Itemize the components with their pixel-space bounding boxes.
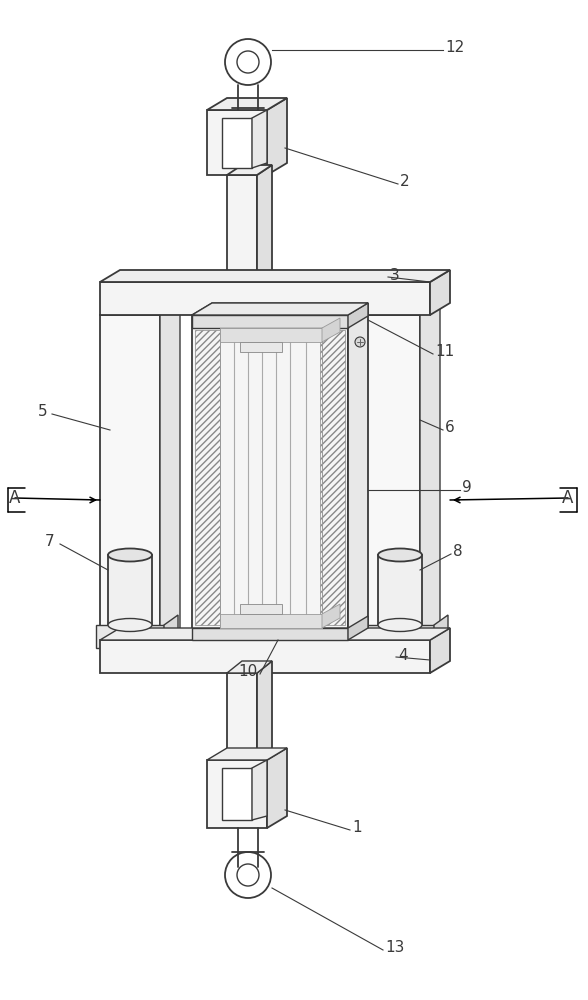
Polygon shape: [348, 303, 368, 640]
Circle shape: [355, 337, 365, 347]
Text: 4: 4: [398, 648, 407, 662]
Text: 7: 7: [45, 534, 55, 550]
Polygon shape: [360, 303, 440, 315]
Text: 8: 8: [453, 544, 463, 560]
Polygon shape: [322, 604, 340, 628]
Text: 13: 13: [385, 940, 405, 956]
Polygon shape: [430, 628, 450, 673]
Polygon shape: [430, 270, 450, 315]
Ellipse shape: [108, 618, 152, 632]
Text: 9: 9: [462, 481, 472, 495]
Polygon shape: [100, 303, 180, 315]
Ellipse shape: [378, 618, 422, 632]
Polygon shape: [100, 315, 160, 640]
Polygon shape: [220, 328, 322, 342]
Polygon shape: [108, 555, 152, 625]
Polygon shape: [96, 625, 164, 648]
Text: A: A: [562, 489, 574, 507]
Polygon shape: [220, 614, 322, 628]
Polygon shape: [360, 315, 420, 640]
Polygon shape: [227, 165, 272, 175]
Ellipse shape: [108, 548, 152, 562]
Polygon shape: [322, 318, 340, 342]
Text: 2: 2: [400, 174, 410, 190]
Polygon shape: [227, 175, 257, 282]
Polygon shape: [192, 315, 348, 640]
Polygon shape: [207, 748, 287, 760]
Polygon shape: [257, 165, 272, 282]
Polygon shape: [164, 615, 178, 648]
Polygon shape: [348, 616, 368, 640]
Text: 6: 6: [445, 420, 455, 436]
Polygon shape: [267, 748, 287, 828]
Polygon shape: [207, 760, 267, 828]
Polygon shape: [160, 303, 180, 640]
Polygon shape: [207, 98, 287, 110]
Polygon shape: [222, 768, 252, 820]
Polygon shape: [100, 640, 430, 673]
Polygon shape: [100, 270, 450, 282]
Polygon shape: [192, 628, 348, 640]
Polygon shape: [240, 604, 282, 614]
Polygon shape: [366, 625, 434, 648]
Polygon shape: [192, 303, 368, 315]
Polygon shape: [192, 303, 368, 315]
Text: 11: 11: [435, 344, 455, 360]
Text: 5: 5: [38, 404, 48, 420]
Text: 12: 12: [445, 40, 465, 55]
Polygon shape: [252, 110, 267, 168]
Polygon shape: [192, 315, 348, 328]
Text: 1: 1: [352, 820, 362, 836]
Polygon shape: [240, 342, 282, 352]
Polygon shape: [267, 98, 287, 175]
Polygon shape: [348, 303, 368, 328]
Text: A: A: [9, 489, 21, 507]
Polygon shape: [207, 110, 267, 175]
Polygon shape: [100, 282, 430, 315]
Polygon shape: [378, 555, 422, 625]
Polygon shape: [222, 118, 252, 168]
Polygon shape: [227, 673, 257, 760]
Polygon shape: [434, 615, 448, 648]
Polygon shape: [257, 661, 272, 760]
Polygon shape: [420, 303, 440, 640]
Polygon shape: [227, 661, 272, 673]
Polygon shape: [252, 760, 267, 820]
Polygon shape: [100, 628, 450, 640]
Text: 3: 3: [390, 267, 400, 282]
Text: 10: 10: [238, 664, 258, 680]
Ellipse shape: [378, 548, 422, 562]
